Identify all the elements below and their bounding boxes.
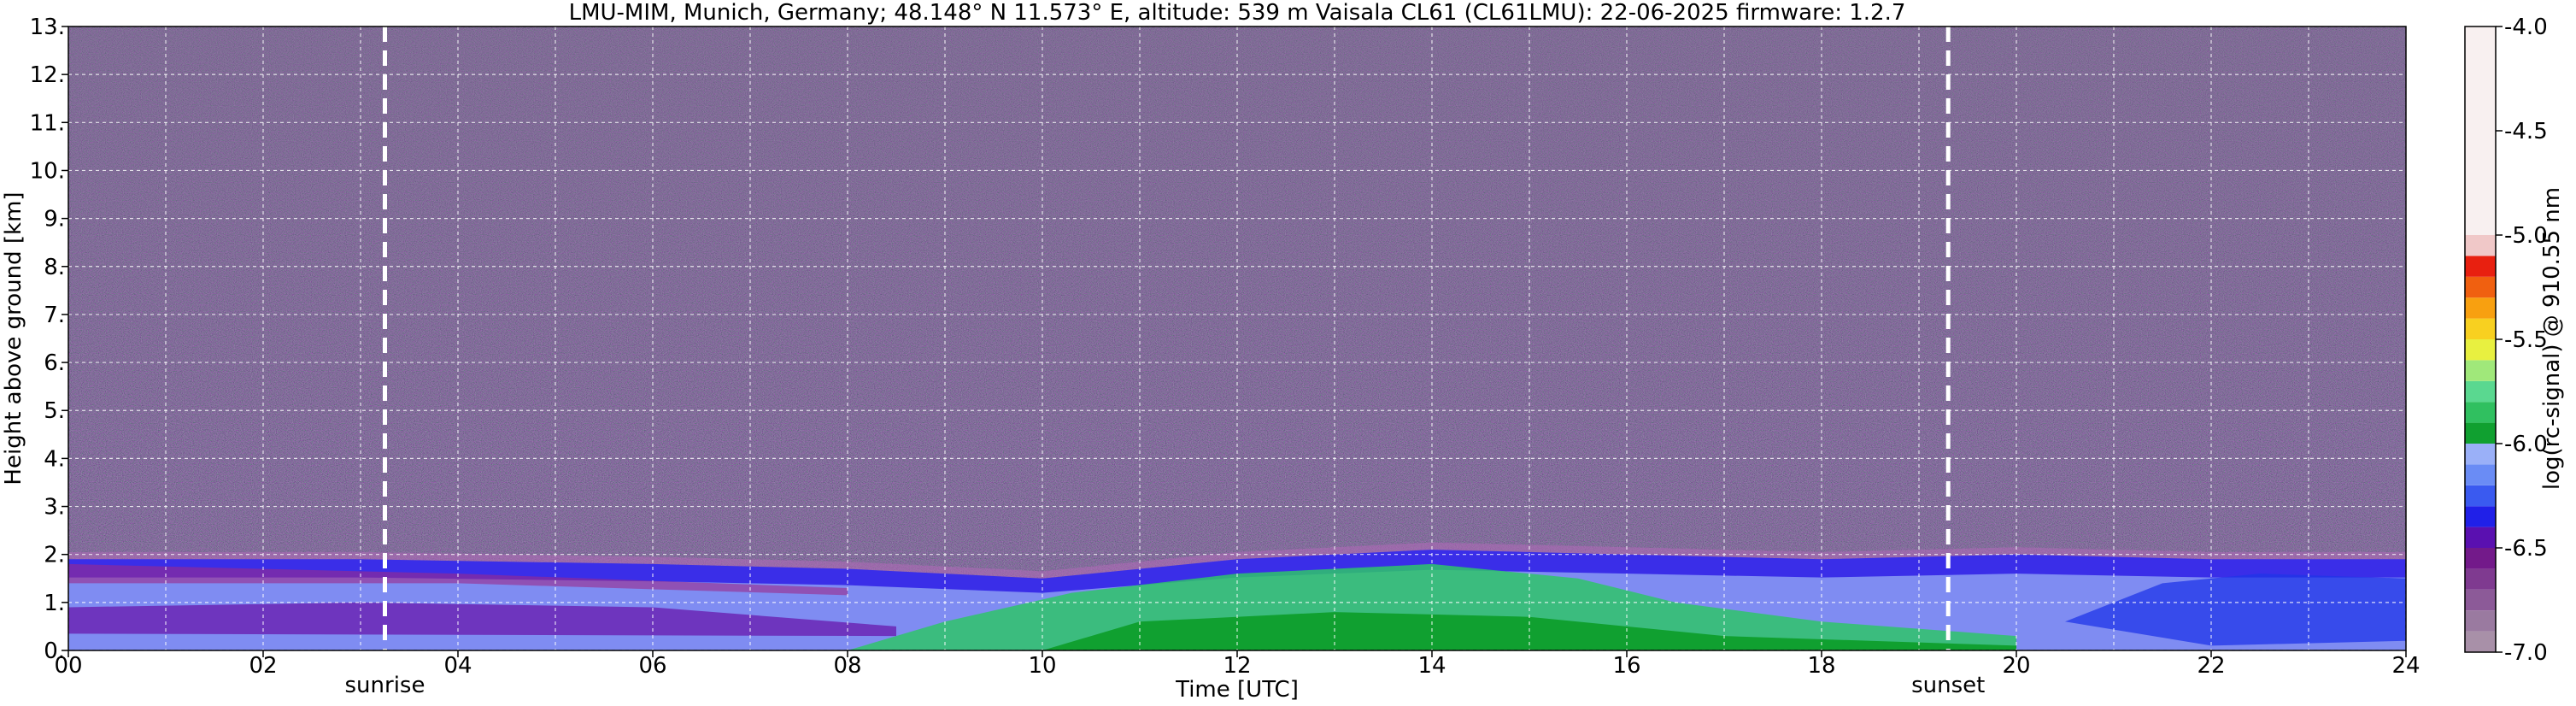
colorbar-tick-label: -5.0 bbox=[2504, 223, 2548, 249]
x-tick-label: 18 bbox=[1807, 653, 1835, 679]
colorbar-tick-label: -6.0 bbox=[2504, 432, 2548, 457]
y-tick-label: 0. bbox=[44, 638, 65, 664]
x-tick-label: 22 bbox=[2197, 653, 2225, 679]
colorbar-tick-label: -4.0 bbox=[2504, 15, 2548, 40]
y-tick-label: 11. bbox=[30, 110, 65, 136]
x-axis-label: Time [UTC] bbox=[1175, 677, 1299, 703]
colorbar-segment bbox=[2465, 444, 2496, 465]
x-axis-ticks: 00 02 04 06 08 10 12 14 16 18 20 22 24 bbox=[54, 650, 2421, 679]
colorbar-segment bbox=[2465, 464, 2496, 485]
x-tick-label: 12 bbox=[1223, 653, 1251, 679]
colorbar-segment bbox=[2465, 276, 2496, 298]
colorbar-segment bbox=[2465, 548, 2496, 569]
y-tick-label: 9. bbox=[44, 207, 65, 232]
y-tick-label: 6. bbox=[44, 350, 65, 376]
y-tick-label: 7. bbox=[44, 303, 65, 328]
x-tick-label: 00 bbox=[54, 653, 82, 679]
y-axis-label: Height above ground [km] bbox=[1, 191, 26, 485]
x-tick-label: 06 bbox=[638, 653, 666, 679]
colorbar-tick-label: -6.5 bbox=[2504, 536, 2548, 562]
colorbar-segment bbox=[2465, 380, 2496, 403]
colorbar-segment bbox=[2465, 527, 2496, 548]
y-tick-label: 10. bbox=[30, 158, 65, 184]
chart-title: LMU-MIM, Munich, Germany; 48.148° N 11.5… bbox=[569, 0, 1906, 26]
colorbar-segment bbox=[2465, 568, 2496, 590]
colorbar-segment bbox=[2465, 589, 2496, 611]
colorbar-segment bbox=[2465, 235, 2496, 256]
y-tick-label: 8. bbox=[44, 255, 65, 280]
colorbar-segment bbox=[2465, 610, 2496, 632]
colorbar-segment bbox=[2465, 297, 2496, 319]
y-tick-label: 4. bbox=[44, 446, 65, 472]
colorbar-segment bbox=[2465, 318, 2496, 339]
sunrise-label: sunrise bbox=[345, 673, 425, 698]
y-tick-label: 5. bbox=[44, 398, 65, 424]
grid-lines bbox=[68, 26, 2406, 650]
colorbar-segment bbox=[2465, 402, 2496, 423]
y-tick-label: 13. bbox=[30, 15, 65, 40]
colorbar-segment bbox=[2465, 506, 2496, 527]
plot-area bbox=[68, 26, 2406, 650]
colorbar-tick-label: -5.5 bbox=[2504, 327, 2548, 353]
y-tick-label: 1. bbox=[44, 591, 65, 616]
colorbar-segment bbox=[2465, 485, 2496, 507]
colorbar-segment bbox=[2465, 256, 2496, 277]
x-tick-label: 08 bbox=[833, 653, 861, 679]
x-tick-label: 16 bbox=[1612, 653, 1640, 679]
x-tick-label: 10 bbox=[1028, 653, 1056, 679]
x-tick-label: 02 bbox=[249, 653, 277, 679]
colorbar-tick-label: -4.5 bbox=[2504, 119, 2548, 144]
x-tick-label: 04 bbox=[443, 653, 472, 679]
colorbar-segment bbox=[2465, 26, 2496, 235]
sun-markers bbox=[383, 26, 1951, 650]
colorbar-segment bbox=[2465, 360, 2496, 381]
y-tick-label: 3. bbox=[44, 495, 65, 521]
y-tick-label: 2. bbox=[44, 543, 65, 568]
y-tick-label: 12. bbox=[30, 62, 65, 88]
colorbar-segment bbox=[2465, 339, 2496, 361]
x-tick-label: 14 bbox=[1417, 653, 1446, 679]
y-axis-ticks: 0. 1. 2. 3. 4. 5. 6. 7. 8. 9. 10. 11. 12. 13. bbox=[30, 15, 68, 664]
x-tick-label: 20 bbox=[2002, 653, 2030, 679]
sunset-label: sunset bbox=[1911, 673, 1985, 698]
marker-labels: sunrise sunset bbox=[345, 673, 1986, 698]
colorbar-tick-label: -7.0 bbox=[2504, 640, 2548, 666]
colorbar-segment bbox=[2465, 422, 2496, 444]
colorbar-segment bbox=[2465, 631, 2496, 652]
colorbar: -4.0 -4.5 -5.0 -5.5 -6.0 -6.5 -7.0 bbox=[2464, 15, 2548, 666]
x-tick-label: 24 bbox=[2391, 653, 2420, 679]
colorbar-label: log(rc-signal) @ 910.55 nm bbox=[2539, 187, 2565, 490]
layer-residual-night bbox=[68, 602, 896, 637]
layer-evening bbox=[2065, 574, 2406, 646]
